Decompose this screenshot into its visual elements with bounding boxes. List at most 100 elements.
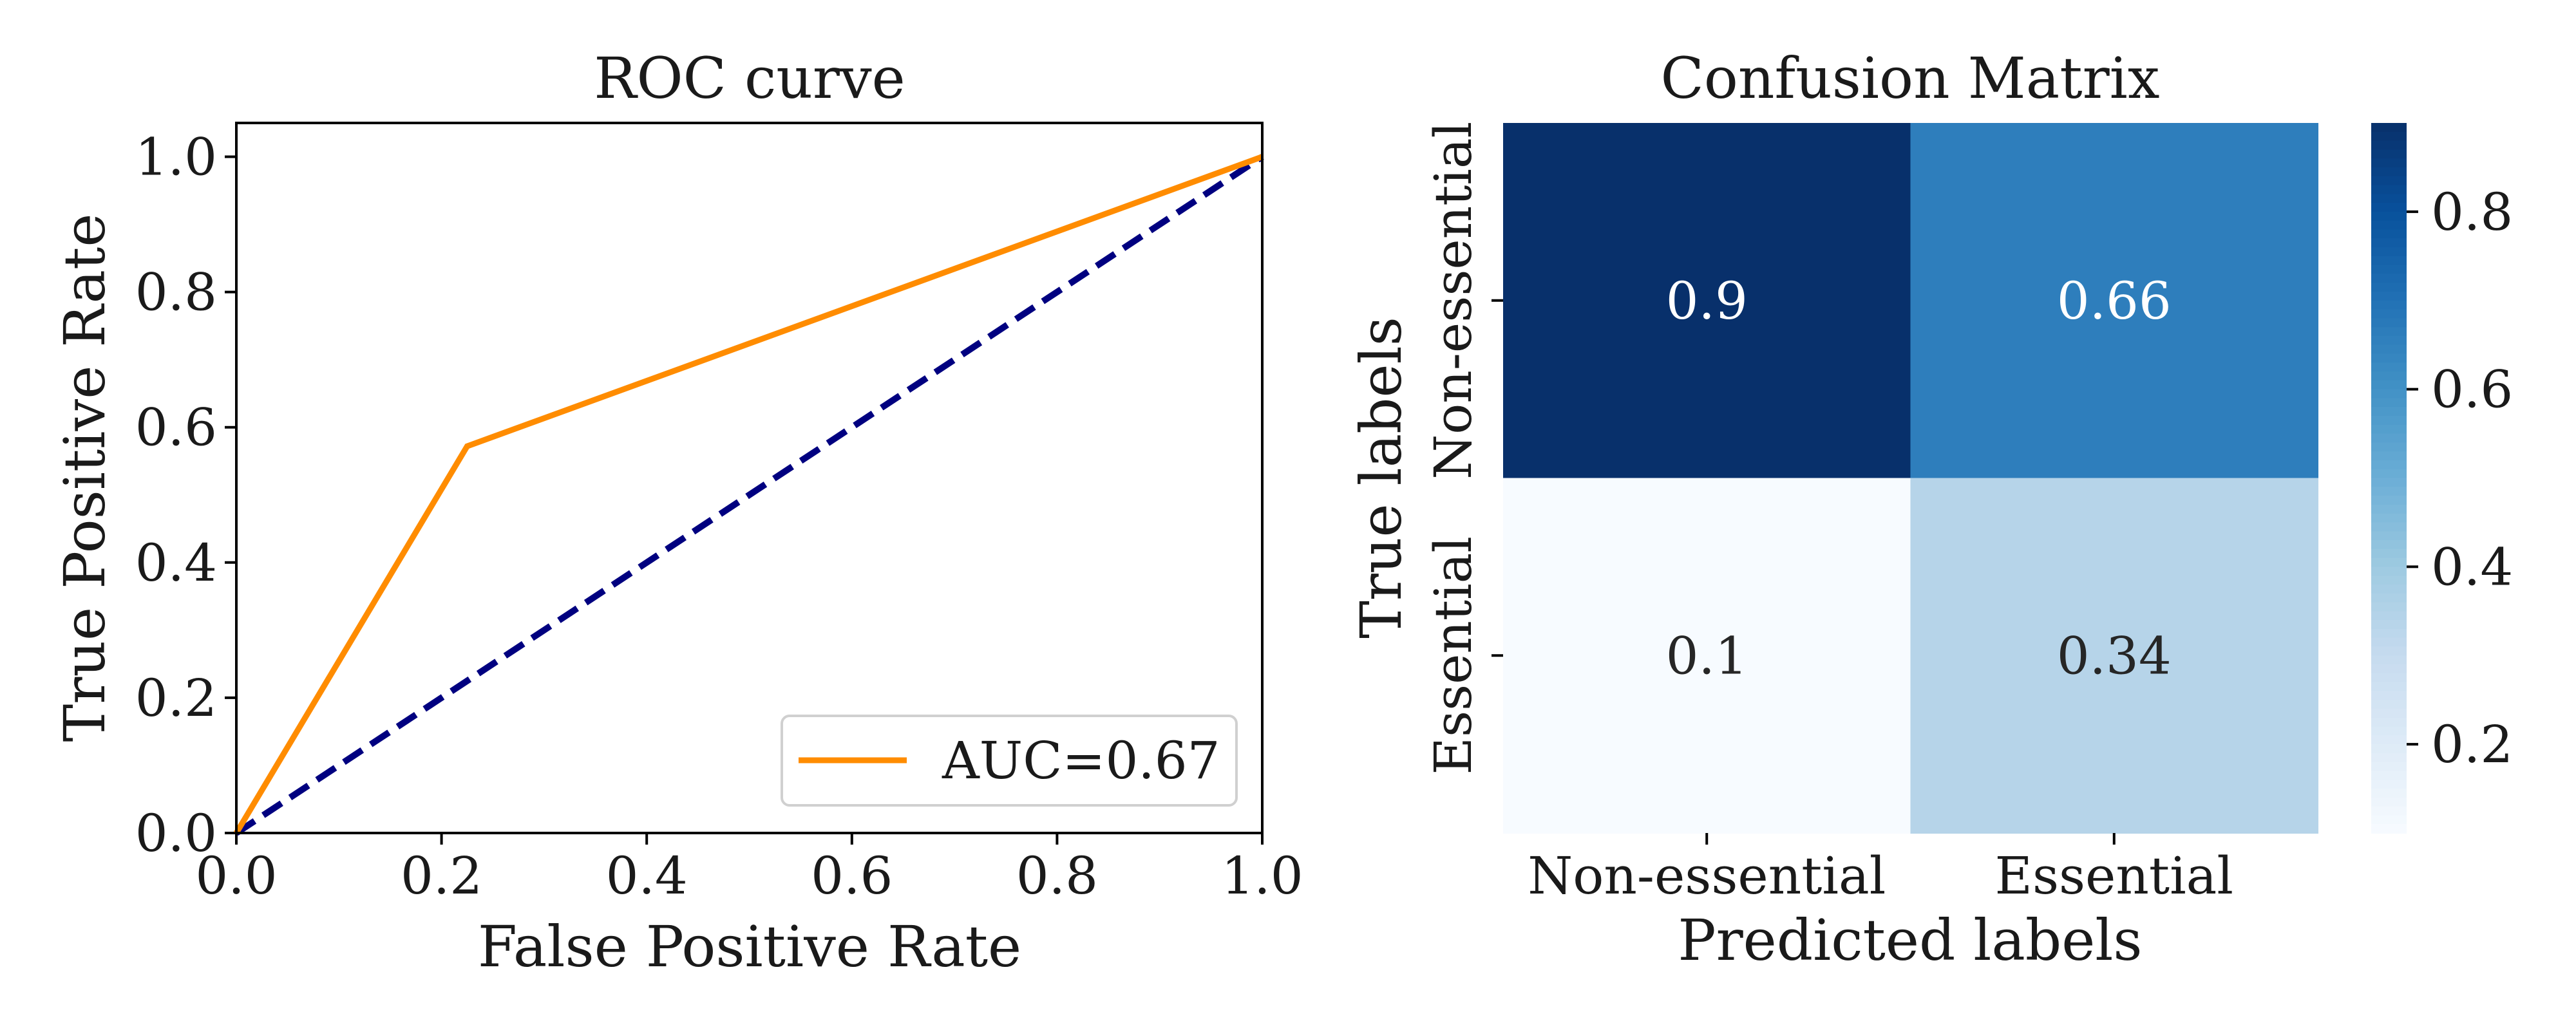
colorbar-tick-label: 0.4 xyxy=(2431,537,2513,597)
colorbar-segment xyxy=(2371,540,2407,550)
roc-y-tick-label: 1.0 xyxy=(135,127,217,187)
colorbar-segment xyxy=(2371,664,2407,674)
colorbar-segment xyxy=(2371,442,2407,453)
colorbar-segment xyxy=(2371,628,2407,639)
colorbar-segment xyxy=(2371,789,2407,798)
colorbar-segment xyxy=(2371,274,2407,284)
roc-legend: AUC=0.67 xyxy=(781,715,1238,807)
colorbar-segment xyxy=(2371,478,2407,488)
colorbar-segment xyxy=(2371,557,2407,568)
colorbar-segment xyxy=(2371,460,2407,470)
colorbar-segment xyxy=(2371,762,2407,772)
colorbar-segment xyxy=(2371,265,2407,275)
roc-x-tick-label: 0.0 xyxy=(195,846,277,906)
cm-ticks: Non-essential Essential Non-essential Essen… xyxy=(1423,122,2233,906)
colorbar-tick-label: 0.6 xyxy=(2431,360,2513,420)
colorbar-segment xyxy=(2371,123,2407,133)
colorbar-segment xyxy=(2371,691,2407,701)
cm-x-tick-label: Essential xyxy=(1995,846,2233,906)
colorbar-segment xyxy=(2371,522,2407,532)
colorbar-segment xyxy=(2371,327,2407,337)
confusion-matrix-chart: Confusion Matrix 0.9 0.66 0.1 0.34 Non-esse… xyxy=(1348,45,2513,973)
roc-chance-line xyxy=(234,154,1264,836)
roc-curve-line xyxy=(234,154,1264,835)
cm-cell-label: 0.1 xyxy=(1666,626,1748,686)
colorbar-segment xyxy=(2371,362,2407,373)
cm-cell-label: 0.34 xyxy=(2057,626,2172,686)
colorbar-segment xyxy=(2371,753,2407,763)
colorbar-segment xyxy=(2371,593,2407,603)
colorbar-segment xyxy=(2371,318,2407,328)
colorbar-segment xyxy=(2371,283,2407,292)
colorbar-segment xyxy=(2371,220,2407,230)
colorbar-segment xyxy=(2371,655,2407,666)
cm-cells: 0.9 0.66 0.1 0.34 xyxy=(1503,123,2318,834)
colorbar-segment xyxy=(2371,602,2407,612)
colorbar-segment xyxy=(2371,682,2407,692)
colorbar-segment xyxy=(2371,158,2407,168)
colorbar-segment xyxy=(2371,185,2407,195)
cm-cell-label: 0.9 xyxy=(1666,271,1748,331)
colorbar-segment xyxy=(2371,247,2407,257)
colorbar-segment xyxy=(2371,637,2407,648)
colorbar-segment xyxy=(2371,309,2407,319)
colorbar-segment xyxy=(2371,424,2407,435)
colorbar-segment xyxy=(2371,726,2407,736)
colorbar-segment xyxy=(2371,513,2407,523)
colorbar-segment xyxy=(2371,744,2407,754)
colorbar-segment xyxy=(2371,566,2407,577)
cm-cell xyxy=(1503,123,1911,479)
cm-cell xyxy=(1503,478,1911,834)
colorbar-segment xyxy=(2371,194,2407,204)
colorbar-segment xyxy=(2371,176,2407,186)
colorbar-segment xyxy=(2371,620,2407,630)
colorbar-segment xyxy=(2371,487,2407,497)
cm-title: Confusion Matrix xyxy=(1661,45,2160,111)
roc-lines xyxy=(234,154,1264,836)
colorbar-segment xyxy=(2371,380,2407,390)
cm-cell xyxy=(1910,123,2318,479)
colorbar-tick-label: 0.8 xyxy=(2431,182,2513,242)
roc-plot-frame xyxy=(235,122,1264,834)
colorbar-segment xyxy=(2371,717,2407,727)
colorbar-segment xyxy=(2371,531,2407,541)
colorbar-segment xyxy=(2371,611,2407,621)
colorbar-segment xyxy=(2371,211,2407,221)
colorbar-segment xyxy=(2371,576,2407,585)
colorbar-segment xyxy=(2371,771,2407,781)
cm-y-tick-label: Non-essential xyxy=(1423,122,1483,480)
roc-x-tick-label: 1.0 xyxy=(1221,846,1303,906)
roc-ticks: 0.0 0.2 0.4 0.6 0.8 1.0 0.0 0.2 0.4 0.6 0.8 1.0 xyxy=(135,127,1303,906)
colorbar-segment xyxy=(2371,548,2407,559)
colorbar-segment xyxy=(2371,433,2407,444)
colorbar-segment xyxy=(2371,149,2407,160)
colorbar-segment xyxy=(2371,300,2407,310)
cm-cell xyxy=(1910,478,2318,834)
colorbar-segment xyxy=(2371,140,2407,151)
colorbar-segment xyxy=(2371,646,2407,657)
roc-y-tick-label: 0.8 xyxy=(135,263,217,323)
colorbar-segment xyxy=(2371,469,2407,479)
colorbar: 0.2 0.4 0.6 0.8 xyxy=(2371,123,2513,834)
roc-y-tick-label: 0.0 xyxy=(135,803,217,863)
colorbar-segment xyxy=(2371,824,2407,834)
roc-legend-box xyxy=(781,715,1238,807)
cm-cell-label: 0.66 xyxy=(2057,271,2172,331)
colorbar-segment xyxy=(2371,451,2407,461)
colorbar-segment xyxy=(2371,203,2407,212)
roc-x-axis-label: False Positive Rate xyxy=(478,913,1021,980)
colorbar-segment xyxy=(2371,584,2407,594)
cm-y-tick-label: Essential xyxy=(1423,536,1483,774)
colorbar-segment xyxy=(2371,371,2407,381)
roc-y-tick-label: 0.6 xyxy=(135,398,217,458)
colorbar-tick-label: 0.2 xyxy=(2431,715,2513,774)
colorbar-segment xyxy=(2371,673,2407,683)
roc-x-tick-label: 0.8 xyxy=(1016,846,1098,906)
colorbar-segment xyxy=(2371,504,2407,514)
roc-x-tick-label: 0.6 xyxy=(811,846,893,906)
colorbar-segment xyxy=(2371,708,2407,718)
colorbar-segment xyxy=(2371,335,2407,346)
colorbar-segment xyxy=(2371,815,2407,825)
colorbar-segment xyxy=(2371,496,2407,505)
